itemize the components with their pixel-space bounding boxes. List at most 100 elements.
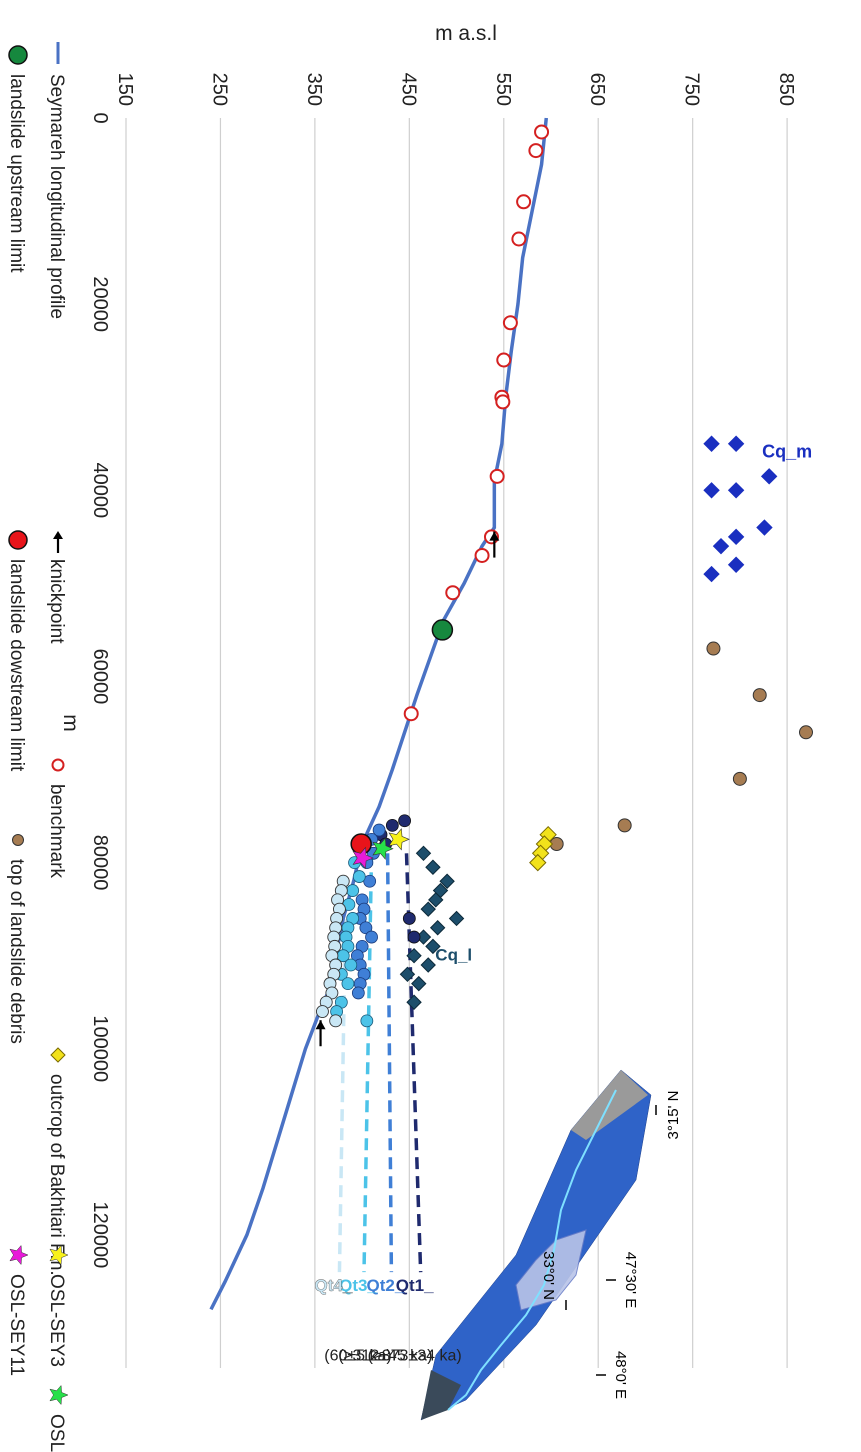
inset-map-river (447, 1089, 617, 1411)
terrace-line-qt2 (385, 853, 394, 1273)
benchmark-point (511, 231, 527, 247)
landslide-debris-point (617, 818, 632, 833)
cq-m-label: Cq_m (762, 442, 812, 462)
terrace-age-3: (60±5 ka) (324, 1348, 391, 1365)
x-tick-label: 60000 (89, 649, 111, 705)
benchmark-point (496, 352, 512, 368)
landslide-downstream-point (350, 833, 372, 855)
legend-swatch-benchmark (51, 758, 65, 772)
benchmark-point (489, 468, 505, 484)
osl-sey3-point (388, 828, 410, 851)
benchmark-point (502, 315, 518, 331)
terrace-label-1: Qt1_ (396, 1276, 434, 1295)
legend-label: benchmark (46, 784, 67, 878)
x-tick-label: 0 (89, 112, 111, 123)
x-axis-title: m (59, 714, 82, 732)
inset-map-label-lon2: 48°0' E (612, 1351, 629, 1399)
landslide-upstream-point (431, 619, 454, 641)
legend: Seymareh longitudinal profile knickpoint b… (6, 42, 69, 1452)
qt4-point (325, 986, 339, 1000)
legend-label: landslide upstream limit (6, 74, 27, 273)
legend-swatch-bakhtiari (50, 1047, 66, 1063)
cq-l-label: Cq_l (435, 945, 472, 964)
cq-m-point (727, 556, 745, 573)
benchmark-point (445, 585, 461, 601)
terrace-label-2: Qt2_ (366, 1276, 404, 1295)
cq-l-point (448, 910, 465, 927)
axes: 150 250 350 450 550 650 750 850 0 20000 40000 60000… (59, 22, 797, 1268)
legend-label: OSL-SEY11 (6, 1274, 27, 1376)
osl-sey10-point (372, 837, 394, 860)
cq-l-point (399, 966, 416, 983)
legend-swatch-star-yellow (49, 1244, 69, 1266)
knickpoint-arrow-head (315, 1020, 326, 1030)
cq-l-point (425, 938, 441, 955)
y-tick-label: 450 (397, 73, 419, 106)
legend-label: OSL-SEY3 (46, 1274, 67, 1367)
y-tick-label: 850 (775, 73, 797, 106)
legend-swatch-upstream (8, 45, 28, 65)
qt2-point (365, 930, 378, 944)
legend-swatch-star-magenta (9, 1244, 29, 1266)
qt3-point (346, 884, 360, 897)
cq-m-point (727, 528, 745, 546)
osl-sey11-point (352, 846, 374, 870)
benchmark-point (534, 124, 550, 140)
terrace-age-2: (≥312±45 ka) (338, 1348, 432, 1365)
x-tick-label: 100000 (89, 1015, 111, 1082)
qt1-point (398, 814, 412, 828)
inset-map-label-lat1: 33°0' N (540, 1251, 557, 1300)
inset-map-hillshade-dark (421, 1370, 461, 1420)
landslide-debris-point (706, 641, 721, 656)
y-axis-title: m a.s.l (435, 22, 497, 45)
legend-label: OSL-SEY10 (46, 1414, 67, 1452)
cq-m-point (703, 435, 720, 452)
cq-m-point (727, 435, 745, 452)
legend-label: knickpoint (46, 559, 67, 644)
qt3-point (344, 958, 358, 972)
benchmark-point (403, 706, 419, 722)
y-tick-label: 150 (114, 73, 136, 106)
inset-map-label-lat2: 3°15' N (665, 1091, 682, 1140)
qt2-point (372, 823, 386, 837)
qt1-point (402, 912, 416, 925)
y-tick-label: 250 (208, 73, 230, 106)
inset-map: 47°30' E 48°0' E 33°0' N 3°15' N (420, 1069, 682, 1421)
qt4-point (329, 1014, 343, 1028)
cq-l-point (420, 957, 436, 973)
qt3-point (360, 1014, 374, 1028)
x-tick-label: 80000 (89, 835, 111, 891)
terrace-age-1: (≥373±34 ka) (368, 1348, 462, 1365)
legend-swatch-downstream (8, 530, 28, 550)
cq-m-point (703, 565, 720, 583)
seymareh-profile-line (209, 117, 549, 1311)
cq-l-point (428, 892, 444, 908)
y-tick-label: 650 (586, 73, 608, 106)
qt1-point (385, 818, 399, 832)
y-tick-label: 350 (303, 73, 325, 106)
cq-l-point (429, 920, 446, 936)
terrace-line-qt1 (404, 853, 423, 1273)
x-tick-label: 120000 (89, 1202, 111, 1269)
qt4-point (315, 1005, 329, 1018)
cq-l-point (439, 873, 455, 889)
terrace-labels: Qt1_ (≥373±34 ka) Qt2_ (≥312±45 ka) Qt3_ (60±… (314, 1276, 462, 1365)
qt2-point (359, 921, 373, 935)
qt3-point (352, 870, 366, 883)
y-tick-label: 550 (492, 73, 514, 106)
cq-l-point (425, 859, 441, 875)
bakhtiari-point (529, 853, 547, 872)
cq-m-point (727, 482, 745, 499)
benchmark-point (528, 143, 544, 159)
gridlines (125, 118, 788, 1368)
benchmark-point (495, 394, 511, 410)
cq-m-point (760, 468, 778, 485)
inset-map-label-lon1: 47°30' E (622, 1252, 639, 1308)
terrace-label-4: Qt4_ (315, 1276, 353, 1295)
x-tick-label: 20000 (89, 276, 111, 332)
cq-m-point (703, 482, 720, 499)
terrace-label-3: Qt3_ (339, 1276, 377, 1295)
legend-label: outcrop of Bakhtiari Fm. (46, 1074, 67, 1276)
